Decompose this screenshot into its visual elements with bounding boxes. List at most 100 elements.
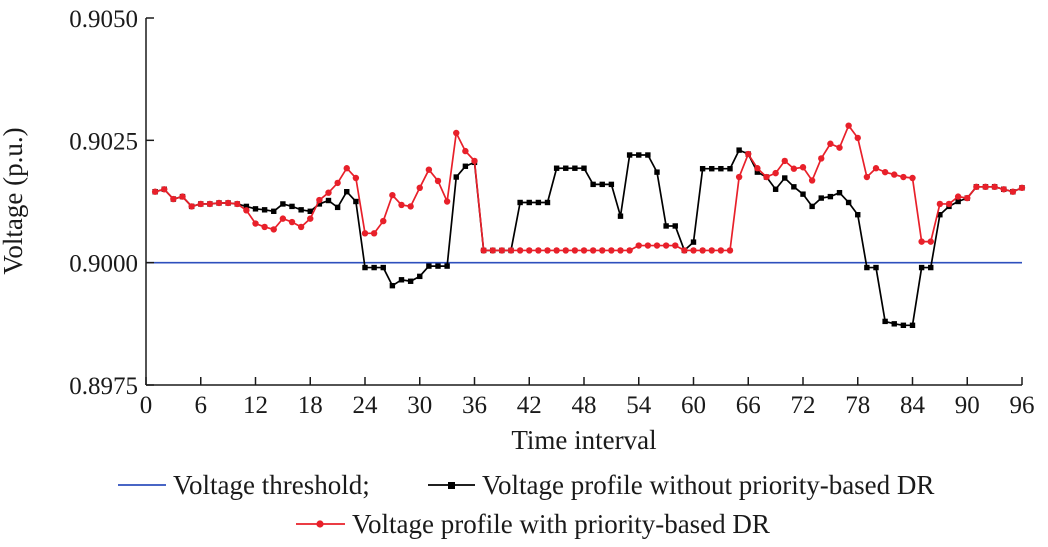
voltage-profile-with-priority-based-dr-point bbox=[580, 247, 588, 254]
voltage-profile-with-priority-based-dr-point bbox=[380, 217, 387, 225]
voltage-profile-without-priority-based-dr-point bbox=[918, 264, 925, 271]
voltage-profile-with-priority-based-dr-point bbox=[297, 223, 305, 231]
voltage-profile-without-priority-based-dr-point bbox=[517, 199, 523, 206]
voltage-profile-without-priority-based-dr-point bbox=[426, 263, 432, 269]
voltage-profile-without-priority-based-dr-point bbox=[626, 152, 633, 158]
voltage-profile-without-priority-based-dr-point bbox=[316, 201, 323, 207]
voltage-profile-with-priority-based-dr-point bbox=[215, 199, 223, 207]
voltage-profile-with-priority-based-dr-point bbox=[617, 247, 624, 254]
voltage-profile-with-priority-based-dr-point bbox=[927, 238, 934, 245]
voltage-profile-without-priority-based-dr-point bbox=[699, 166, 706, 172]
voltage-profile-without-priority-based-dr-point bbox=[791, 184, 797, 190]
voltage-profile-with-priority-based-dr-point bbox=[863, 173, 871, 181]
voltage-profile-with-priority-based-dr-point bbox=[197, 200, 204, 208]
voltage-profile-without-priority-based-dr-point bbox=[444, 263, 450, 269]
voltage-profile-without-priority-based-dr-point bbox=[462, 163, 469, 169]
voltage-profile-with-priority-based-dr-point bbox=[489, 247, 496, 254]
voltage-profile-without-priority-based-dr-point bbox=[672, 223, 678, 229]
voltage-profile-without-priority-based-dr-point bbox=[417, 273, 423, 280]
legend-threshold-label: Voltage threshold; bbox=[173, 470, 370, 500]
voltage-profile-without-priority-based-dr-point bbox=[718, 166, 724, 172]
voltage-profile-with-priority-based-dr-point bbox=[681, 247, 688, 254]
voltage-profile-without-priority-based-dr-point bbox=[435, 263, 441, 269]
voltage-profile-without-priority-based-dr-point bbox=[709, 166, 715, 172]
x-tick-label: 24 bbox=[353, 392, 379, 419]
voltage-profile-without-priority-based-dr-point bbox=[654, 169, 660, 175]
y-tick-label: 0.8975 bbox=[69, 373, 138, 400]
voltage-profile-with-priority-based-dr-point bbox=[307, 215, 314, 222]
legend-with-dr-marker bbox=[316, 520, 324, 528]
voltage-profile-without-priority-based-dr-point bbox=[882, 318, 888, 325]
voltage-profile-with-priority-based-dr-point bbox=[982, 183, 989, 191]
voltage-profile-without-priority-based-dr-point bbox=[955, 198, 961, 205]
voltage-profile-with-priority-based-dr-point bbox=[818, 155, 825, 162]
voltage-profile-without-priority-based-dr-point bbox=[380, 264, 386, 271]
voltage-profile-with-priority-based-dr-point bbox=[808, 177, 816, 184]
voltage-profile-without-priority-based-dr-point bbox=[782, 175, 788, 181]
legend-without-dr-marker bbox=[448, 482, 455, 489]
voltage-profile-without-priority-based-dr-point bbox=[453, 174, 459, 180]
voltage-profile-with-priority-based-dr-point bbox=[754, 165, 761, 172]
voltage-profile-with-priority-based-dr-point bbox=[288, 218, 296, 226]
voltage-profile-with-priority-based-dr-point bbox=[635, 242, 642, 249]
voltage-profile-with-priority-based-dr-point bbox=[827, 140, 834, 147]
voltage-profile-without-priority-based-dr-point bbox=[362, 264, 368, 271]
voltage-profile-with-priority-based-dr-point bbox=[261, 223, 268, 231]
voltage-profile-without-priority-based-dr-point bbox=[617, 213, 624, 219]
x-tick-label: 90 bbox=[955, 392, 980, 419]
x-tick-label: 66 bbox=[736, 392, 761, 419]
voltage-profile-without-priority-based-dr-point bbox=[809, 203, 815, 210]
y-tick-label: 0.9050 bbox=[69, 6, 138, 33]
voltage-profile-with-priority-based-dr-point bbox=[544, 247, 551, 254]
voltage-profile-with-priority-based-dr-point bbox=[909, 174, 916, 182]
voltage-profile-without-priority-based-dr-point bbox=[608, 181, 615, 188]
voltage-profile-with-priority-based-dr-point bbox=[526, 247, 533, 254]
y-axis-title: Voltage (p.u.) bbox=[0, 127, 28, 274]
legend-without-dr-label: Voltage profile without priority-based D… bbox=[482, 470, 934, 500]
voltage-profile-without-priority-based-dr-point bbox=[772, 186, 779, 192]
voltage-profile-with-priority-based-dr-point bbox=[1009, 188, 1017, 195]
voltage-profile-without-priority-based-dr-point bbox=[727, 166, 733, 172]
voltage-profile-with-priority-based-dr-point bbox=[872, 165, 880, 172]
voltage-profile-with-priority-based-dr-point bbox=[854, 134, 861, 142]
voltage-profile-without-priority-based-dr-point bbox=[636, 152, 642, 158]
voltage-profile-without-priority-based-dr-point bbox=[243, 203, 250, 210]
voltage-profile-with-priority-based-dr-point bbox=[352, 174, 360, 182]
voltage-profile-with-priority-based-dr-point bbox=[608, 247, 615, 254]
voltage-profile-without-priority-based-dr-point bbox=[289, 203, 295, 210]
voltage-profile-with-priority-based-dr-point bbox=[151, 188, 159, 195]
voltage-profile-with-priority-based-dr-point bbox=[325, 189, 332, 196]
voltage-profile-without-priority-based-dr-point bbox=[344, 189, 350, 195]
voltage-profile-with-priority-based-dr-point bbox=[964, 194, 971, 202]
voltage-profile-without-priority-based-dr-point bbox=[334, 204, 341, 211]
voltage-profile-with-priority-based-dr-point bbox=[726, 247, 734, 254]
voltage-profile-with-priority-based-dr-point bbox=[799, 164, 807, 171]
voltage-profile-without-priority-based-dr-point bbox=[371, 264, 377, 271]
voltage-profile-with-priority-based-dr-point bbox=[507, 247, 515, 254]
voltage-profile-without-priority-based-dr-point bbox=[690, 239, 697, 245]
voltage-profile-with-priority-based-dr-point bbox=[234, 200, 241, 208]
voltage-profile-without-priority-based-dr-point bbox=[280, 201, 286, 207]
voltage-profile-with-priority-based-dr-point bbox=[553, 247, 560, 254]
x-axis-title: Time interval bbox=[511, 425, 656, 455]
voltage-profile-with-priority-based-dr-series bbox=[151, 122, 1026, 254]
voltage-profile-with-priority-based-dr-point bbox=[462, 147, 469, 155]
voltage-profile-with-priority-based-dr-point bbox=[1000, 186, 1007, 193]
voltage-profile-without-priority-based-dr-point bbox=[736, 147, 742, 153]
x-tick-label: 60 bbox=[681, 392, 706, 419]
voltage-profile-without-priority-based-dr-point bbox=[590, 181, 596, 188]
voltage-profile-without-priority-based-dr-point bbox=[535, 199, 542, 206]
voltage-profile-with-priority-based-dr-point bbox=[316, 196, 323, 204]
voltage-profile-with-priority-based-dr-point bbox=[425, 166, 433, 173]
voltage-profile-with-priority-based-dr-point bbox=[653, 242, 661, 249]
voltage-profile-without-priority-based-dr-point bbox=[553, 165, 560, 171]
voltage-profile-with-priority-based-dr-point bbox=[845, 122, 852, 129]
voltage-profile-with-priority-based-dr-point bbox=[745, 150, 752, 158]
voltage-profile-with-priority-based-dr-point bbox=[699, 247, 706, 254]
voltage-profile-with-priority-based-dr-point bbox=[1018, 184, 1026, 191]
legend-with-dr-label: Voltage profile with priority-based DR bbox=[352, 509, 770, 539]
voltage-profile-without-priority-based-dr-point bbox=[252, 206, 259, 212]
x-tick-label: 18 bbox=[298, 392, 323, 419]
voltage-profile-without-priority-based-dr-point bbox=[891, 321, 897, 327]
voltage-profile-without-priority-based-dr-point bbox=[261, 207, 268, 213]
